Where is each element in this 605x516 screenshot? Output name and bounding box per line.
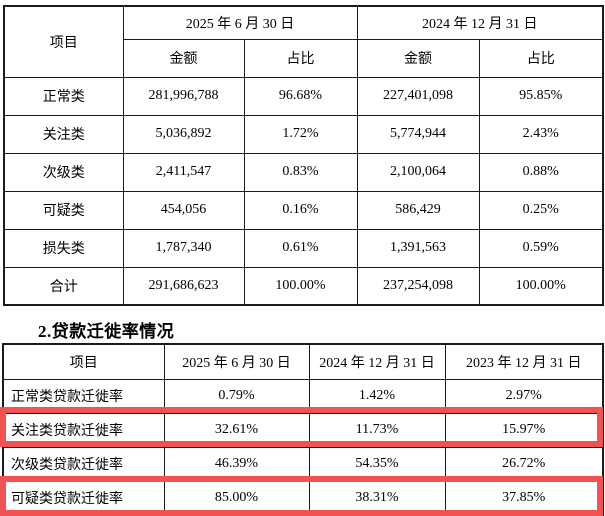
cell-ratio: 100.00%: [243, 266, 358, 306]
loan-migration-rate-table: 项目 2025 年 6 月 30 日 2024 年 12 月 31 日 2023…: [2, 343, 604, 516]
cell-amount: 2,100,064: [356, 152, 480, 192]
table-row-loss: 损失类 1,787,340 0.61% 1,391,563 0.59%: [3, 228, 604, 268]
cell-rate: 85.00%: [163, 480, 310, 516]
row-label: 次级类: [3, 152, 124, 192]
section-title: 2.贷款迁徙率情况: [38, 322, 175, 341]
cell-ratio: 0.61%: [243, 228, 358, 268]
cell-ratio: 2.43%: [478, 114, 604, 154]
table2-header-row: 项目 2025 年 6 月 30 日 2024 年 12 月 31 日 2023…: [2, 343, 604, 380]
cell-ratio: 0.88%: [478, 152, 604, 192]
cell-rate: 32.61%: [163, 412, 310, 448]
cell-rate: 11.73%: [308, 412, 446, 448]
table1-sub-header-row: 金额 占比 金额 占比: [4, 38, 604, 78]
table1-period-2024: 2024 年 12 月 31 日: [356, 5, 604, 40]
cell-rate: 37.85%: [444, 480, 604, 516]
row-label: 正常类贷款迁徙率: [2, 378, 165, 414]
cell-ratio: 0.59%: [478, 228, 604, 268]
row-label: 关注类贷款迁徙率: [2, 412, 165, 448]
cell-rate: 54.35%: [308, 446, 446, 482]
cell-amount: 281,996,788: [122, 76, 245, 116]
cell-amount: 586,429: [356, 190, 480, 230]
row-label: 次级类贷款迁徙率: [2, 446, 165, 482]
table-row-normal-migration: 正常类贷款迁徙率 0.79% 1.42% 2.97%: [2, 378, 604, 414]
cell-amount: 227,401,098: [356, 76, 480, 116]
table-row-normal: 正常类 281,996,788 96.68% 227,401,098 95.85…: [3, 76, 604, 116]
cell-amount: 1,391,563: [356, 228, 480, 268]
table-row-special-mention-migration: 关注类贷款迁徙率 32.61% 11.73% 15.97%: [2, 412, 604, 448]
table2-header-2023: 2023 年 12 月 31 日: [444, 343, 604, 380]
table1-subheader-amount-2024: 金额: [356, 38, 480, 78]
table1-corner-header: 项目: [3, 5, 124, 78]
cell-amount: 237,254,098: [356, 266, 480, 306]
row-label: 关注类: [3, 114, 124, 154]
cell-rate: 1.42%: [308, 378, 446, 414]
cell-rate: 38.31%: [308, 480, 446, 516]
cell-amount: 454,056: [122, 190, 245, 230]
table-row-special-mention: 关注类 5,036,892 1.72% 5,774,944 2.43%: [3, 114, 604, 154]
table1-period-header-row: 项目 2025 年 6 月 30 日 2024 年 12 月 31 日: [3, 5, 604, 78]
table1-period-2025: 2025 年 6 月 30 日: [122, 5, 358, 40]
table-row-doubtful: 可疑类 454,056 0.16% 586,429 0.25%: [3, 190, 604, 230]
row-label: 可疑类: [3, 190, 124, 230]
cell-ratio: 0.16%: [243, 190, 358, 230]
cell-rate: 0.79%: [163, 378, 310, 414]
table2-header-2025: 2025 年 6 月 30 日: [163, 343, 310, 380]
row-label: 合计: [3, 266, 124, 306]
table2-header-2024: 2024 年 12 月 31 日: [308, 343, 446, 380]
table-row-total: 合计 291,686,623 100.00% 237,254,098 100.0…: [3, 266, 604, 306]
row-label: 正常类: [3, 76, 124, 116]
table-row-substandard: 次级类 2,411,547 0.83% 2,100,064 0.88%: [3, 152, 604, 192]
loan-classification-table: 项目 2025 年 6 月 30 日 2024 年 12 月 31 日 金额 占…: [3, 5, 604, 306]
cell-rate: 2.97%: [444, 378, 604, 414]
cell-ratio: 95.85%: [478, 76, 604, 116]
cell-amount: 1,787,340: [122, 228, 245, 268]
cell-rate: 15.97%: [444, 412, 604, 448]
table1-subheader-ratio-2024: 占比: [478, 38, 604, 78]
cell-rate: 26.72%: [444, 446, 604, 482]
cell-rate: 46.39%: [163, 446, 310, 482]
cell-ratio: 0.83%: [243, 152, 358, 192]
cell-amount: 5,774,944: [356, 114, 480, 154]
cell-amount: 2,411,547: [122, 152, 245, 192]
row-label: 可疑类贷款迁徙率: [2, 480, 165, 516]
cell-ratio: 96.68%: [243, 76, 358, 116]
row-label: 损失类: [3, 228, 124, 268]
table1-subheader-ratio-2025: 占比: [243, 38, 358, 78]
table-row-doubtful-migration: 可疑类贷款迁徙率 85.00% 38.31% 37.85%: [2, 480, 604, 516]
cell-ratio: 0.25%: [478, 190, 604, 230]
table-row-substandard-migration: 次级类贷款迁徙率 46.39% 54.35% 26.72%: [2, 446, 604, 482]
cell-ratio: 1.72%: [243, 114, 358, 154]
table2-header-item: 项目: [2, 343, 165, 380]
cell-amount: 5,036,892: [122, 114, 245, 154]
cell-amount: 291,686,623: [122, 266, 245, 306]
cell-ratio: 100.00%: [478, 266, 604, 306]
table1-subheader-amount-2025: 金额: [122, 38, 245, 78]
